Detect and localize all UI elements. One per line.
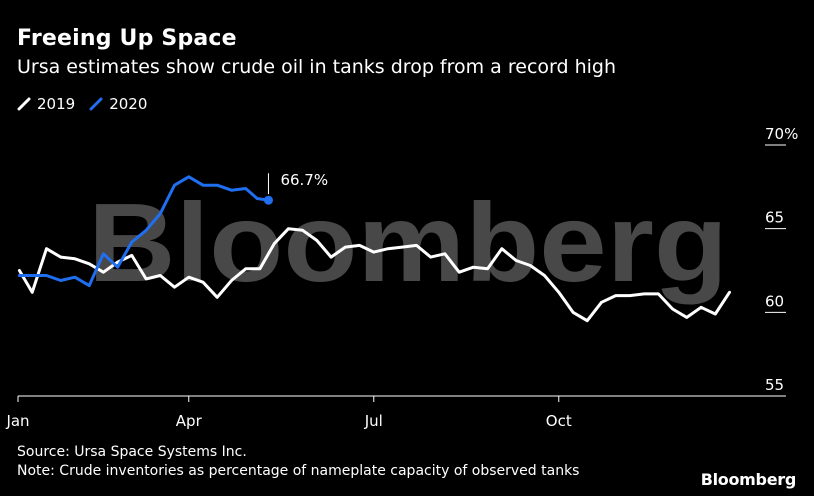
chart-title: Freeing Up Space (17, 26, 237, 51)
x-tick-label-jan: Jan (5, 412, 29, 430)
legend-swatch-2019-icon (17, 97, 31, 111)
x-axis: Jan Apr Jul Oct (5, 395, 786, 430)
x-tick-label-oct: Oct (546, 412, 572, 430)
y-tick-label-70: 70% (765, 125, 798, 143)
series-endpoint-2020 (263, 195, 273, 205)
footnote: Note: Crude inventories as percentage of… (17, 463, 580, 479)
y-tick-label-60: 60 (765, 292, 784, 310)
annotation-label: 66.7% (280, 171, 328, 189)
legend: 2019 2020 (17, 95, 161, 113)
chart-subtitle: Ursa estimates show crude oil in tanks d… (17, 56, 617, 78)
annotation: 66.7% (263, 171, 328, 205)
source-note: Source: Ursa Space Systems Inc. (17, 444, 247, 460)
bloomberg-logo: Bloomberg (700, 470, 797, 489)
legend-item-2019: 2019 (17, 95, 75, 113)
x-tick-label-jul: Jul (364, 412, 383, 430)
x-tick-label-apr: Apr (176, 412, 203, 430)
bloomberg-watermark: Bloomberg (88, 181, 728, 305)
y-tick-label-55: 55 (765, 376, 784, 394)
y-gridlines: 70% 65 60 55 (765, 125, 798, 394)
y-tick-label-65: 65 (765, 209, 784, 227)
legend-swatch-2020-icon (89, 97, 103, 111)
legend-label-2020: 2020 (109, 95, 148, 113)
series-lines (17, 175, 731, 323)
series-line-2019 (17, 227, 731, 323)
legend-item-2020: 2020 (89, 95, 147, 113)
legend-label-2019: 2019 (37, 95, 76, 113)
series-line-2020 (17, 175, 270, 288)
